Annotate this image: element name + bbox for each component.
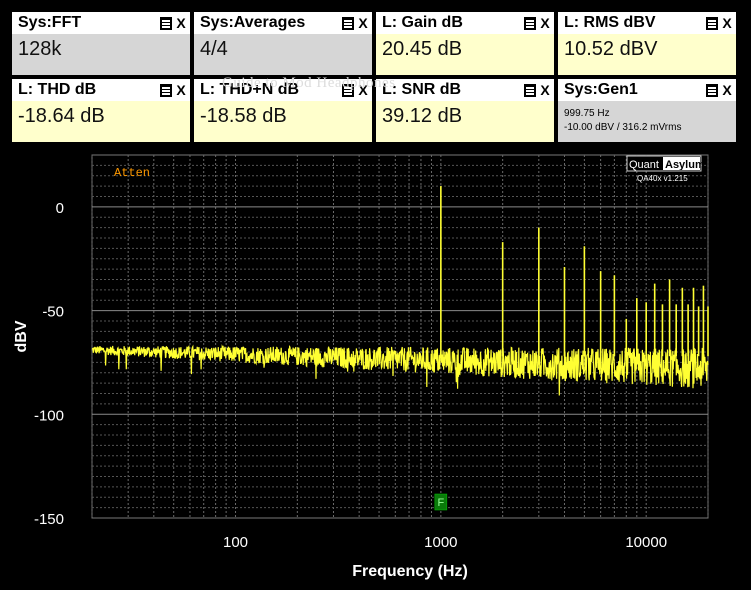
close-icon[interactable]: X: [722, 82, 732, 98]
tile-header: L: Gain dB X: [376, 12, 554, 34]
y-tick-label: 0: [56, 200, 64, 217]
tile-value: -18.58 dB: [200, 105, 287, 127]
brand-logo-highlight: [663, 157, 700, 170]
close-icon[interactable]: X: [176, 82, 186, 98]
meter-tile-7[interactable]: Sys:Gen1 X 999.75 Hz -10.00 dBV / 316.2 mVr…: [558, 79, 736, 142]
tile-title: Sys:FFT: [18, 14, 82, 31]
brand-logo-left: Quant: [629, 159, 659, 171]
close-icon[interactable]: X: [540, 15, 550, 31]
x-tick-label: 10000: [625, 534, 667, 551]
menu-icon[interactable]: [342, 17, 354, 30]
x-axis-label: Frequency (Hz): [352, 563, 468, 580]
tile-title: Sys:Averages: [200, 14, 306, 31]
tile-header: L: THD dB X: [12, 79, 190, 101]
close-icon[interactable]: X: [176, 15, 186, 31]
meter-tile-3[interactable]: L: RMS dBV X 10.52 dBV: [558, 12, 736, 75]
menu-icon[interactable]: [160, 17, 172, 30]
tile-title: Sys:Gen1: [564, 81, 638, 98]
frequency-marker-label: F: [437, 497, 444, 509]
meter-tile-6[interactable]: L: SNR dB X 39.12 dB: [376, 79, 554, 142]
tile-body: 999.75 Hz -10.00 dBV / 316.2 mVrms: [558, 101, 736, 142]
fft-plot[interactable]: 0 -50 -100 -150 100 1000 10000 Frequency (Hz) dB…: [0, 145, 751, 590]
tile-title: L: THD+N dB: [200, 81, 300, 98]
tile-header: Sys:Averages X: [194, 12, 372, 34]
meter-tile-5[interactable]: L: THD+N dB X -18.58 dB: [194, 79, 372, 142]
tile-header: Sys:Gen1 X: [558, 79, 736, 101]
close-icon[interactable]: X: [358, 82, 368, 98]
close-icon[interactable]: X: [722, 15, 732, 31]
menu-icon[interactable]: [160, 84, 172, 97]
meter-tile-4[interactable]: L: THD dB X -18.64 dB: [12, 79, 190, 142]
x-tick-label: 100: [223, 534, 248, 551]
gen-frequency: 999.75 Hz: [564, 108, 610, 119]
x-tick-label: 1000: [424, 534, 457, 551]
plot-area: [91, 154, 709, 519]
tile-value: 128k: [18, 38, 62, 60]
meter-tile-1[interactable]: Sys:Averages X 4/4: [194, 12, 372, 75]
menu-icon[interactable]: [706, 84, 718, 97]
menu-icon[interactable]: [342, 84, 354, 97]
tile-title: L: RMS dBV: [564, 14, 656, 31]
tile-body: 128k: [12, 34, 190, 75]
y-tick-label: -150: [34, 511, 64, 528]
tile-value: 4/4: [200, 38, 228, 60]
tile-body: -18.64 dB: [12, 101, 190, 142]
tile-body: 4/4: [194, 34, 372, 75]
y-axis-label: dBV: [13, 320, 30, 352]
tile-body: 20.45 dB: [376, 34, 554, 75]
tile-value: 10.52 dBV: [564, 38, 658, 60]
y-tick-label: -100: [34, 407, 64, 424]
close-icon[interactable]: X: [540, 82, 550, 98]
noise-floor-trace: [91, 344, 709, 396]
tile-value: 20.45 dB: [382, 38, 463, 60]
tile-title: L: Gain dB: [382, 14, 463, 31]
meter-tile-0[interactable]: Sys:FFT X 128k: [12, 12, 190, 75]
tile-header: L: SNR dB X: [376, 79, 554, 101]
tile-header: L: THD+N dB X: [194, 79, 372, 101]
menu-icon[interactable]: [524, 17, 536, 30]
tile-body: -18.58 dB: [194, 101, 372, 142]
tile-body: 39.12 dB: [376, 101, 554, 142]
version-label: QA40x v1.215: [637, 174, 688, 183]
meter-tile-2[interactable]: L: Gain dB X 20.45 dB: [376, 12, 554, 75]
menu-icon[interactable]: [706, 17, 718, 30]
tile-title: L: THD dB: [18, 81, 97, 98]
atten-label: Atten: [114, 166, 150, 180]
watermark: Guide to Mod Headphones: [222, 75, 396, 91]
measurement-tiles: Sys:FFT X 128k Sys:Averages X 4/4 L: Gain dB X 2…: [12, 12, 746, 142]
tile-value: 39.12 dB: [382, 105, 463, 127]
frequency-marker[interactable]: [434, 493, 448, 511]
close-icon[interactable]: X: [358, 15, 368, 31]
tile-title: L: SNR dB: [382, 81, 462, 98]
gen-level: -10.00 dBV / 316.2 mVrms: [564, 122, 682, 133]
menu-icon[interactable]: [524, 84, 536, 97]
tile-header: L: RMS dBV X: [558, 12, 736, 34]
tile-header: Sys:FFT X: [12, 12, 190, 34]
brand-logo-right: Asylum: [665, 159, 705, 171]
tile-value: -18.64 dB: [18, 105, 105, 127]
y-tick-label: -50: [42, 304, 64, 321]
tile-body: 10.52 dBV: [558, 34, 736, 75]
